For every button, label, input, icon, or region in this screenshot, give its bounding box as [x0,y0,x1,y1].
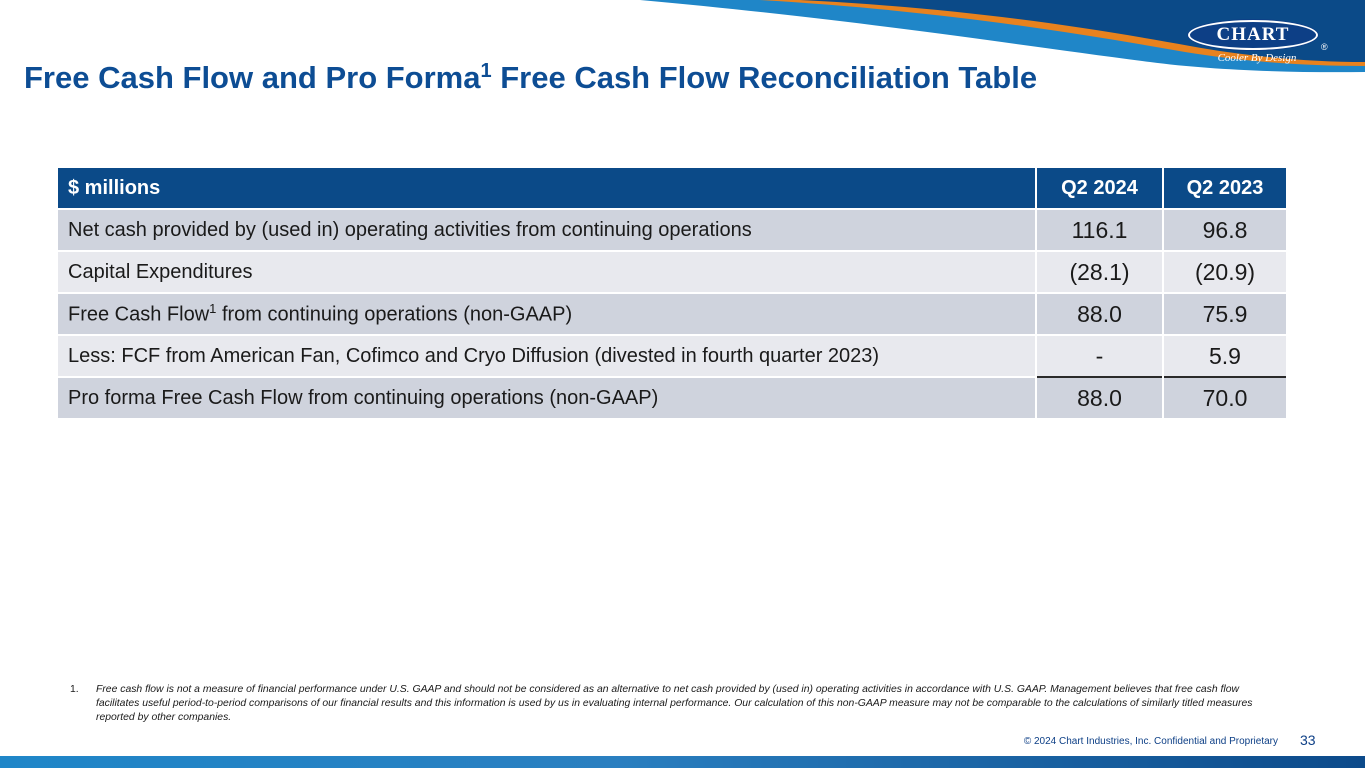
footnote-text: Free cash flow is not a measure of finan… [96,684,1253,723]
table-row: Free Cash Flow1 from continuing operatio… [58,292,1286,335]
footnote: 1. Free cash flow is not a measure of fi… [70,683,1260,725]
row-value-q2-2023: 70.0 [1163,376,1286,418]
row-label: Pro forma Free Cash Flow from continuing… [58,376,1037,418]
table-row-total: Pro forma Free Cash Flow from continuing… [58,376,1286,418]
logo-oval [1188,20,1318,50]
row-value-q2-2023: 75.9 [1163,292,1286,335]
row-label-text: Free Cash Flow [68,303,210,326]
footer-bar [0,756,1365,768]
row-label-rest: from continuing operations (non-GAAP) [216,303,573,326]
page-title: Free Cash Flow and Pro Forma1 Free Cash … [24,60,1037,96]
copyright-notice: © 2024 Chart Industries, Inc. Confidenti… [1023,736,1278,747]
header-q2-2024: Q2 2024 [1036,168,1164,209]
logo-tagline: Cooler By Design [1217,52,1297,64]
row-value-q2-2023: 5.9 [1163,334,1286,377]
footnote-number: 1. [70,684,79,695]
page-number: 33 [1300,732,1316,748]
table-row: Net cash provided by (used in) operating… [58,208,1286,251]
title-rest: Free Cash Flow Reconciliation Table [491,60,1038,95]
footnote-marker: 1 [209,301,217,317]
row-value-q2-2024: 88.0 [1036,376,1164,418]
header-q2-2023: Q2 2023 [1163,168,1286,209]
table-row: Capital Expenditures (28.1) (20.9) [58,250,1286,293]
reconciliation-table: $ millions Q2 2024 Q2 2023 Net cash prov… [58,168,1286,418]
row-label: Less: FCF from American Fan, Cofimco and… [58,334,1037,377]
row-value-q2-2024: (28.1) [1036,250,1164,293]
title-footnote-marker: 1 [480,60,492,82]
row-value-q2-2023: (20.9) [1163,250,1286,293]
row-label: Net cash provided by (used in) operating… [58,208,1037,251]
table-row: Less: FCF from American Fan, Cofimco and… [58,334,1286,377]
logo-brand-text: CHART [1216,24,1290,45]
chart-logo: CHART ® Cooler By Design [1186,16,1328,72]
row-value-q2-2024: 116.1 [1036,208,1164,251]
row-value-q2-2024: - [1036,334,1164,377]
header-units: $ millions [58,168,1037,209]
logo-registered-mark: ® [1321,42,1328,52]
row-label: Capital Expenditures [58,250,1037,293]
row-label: Free Cash Flow1 from continuing operatio… [58,292,1037,335]
row-value-q2-2023: 96.8 [1163,208,1286,251]
row-value-q2-2024: 88.0 [1036,292,1164,335]
title-main: Free Cash Flow and Pro Forma [24,60,481,95]
table-header-row: $ millions Q2 2024 Q2 2023 [58,168,1286,209]
